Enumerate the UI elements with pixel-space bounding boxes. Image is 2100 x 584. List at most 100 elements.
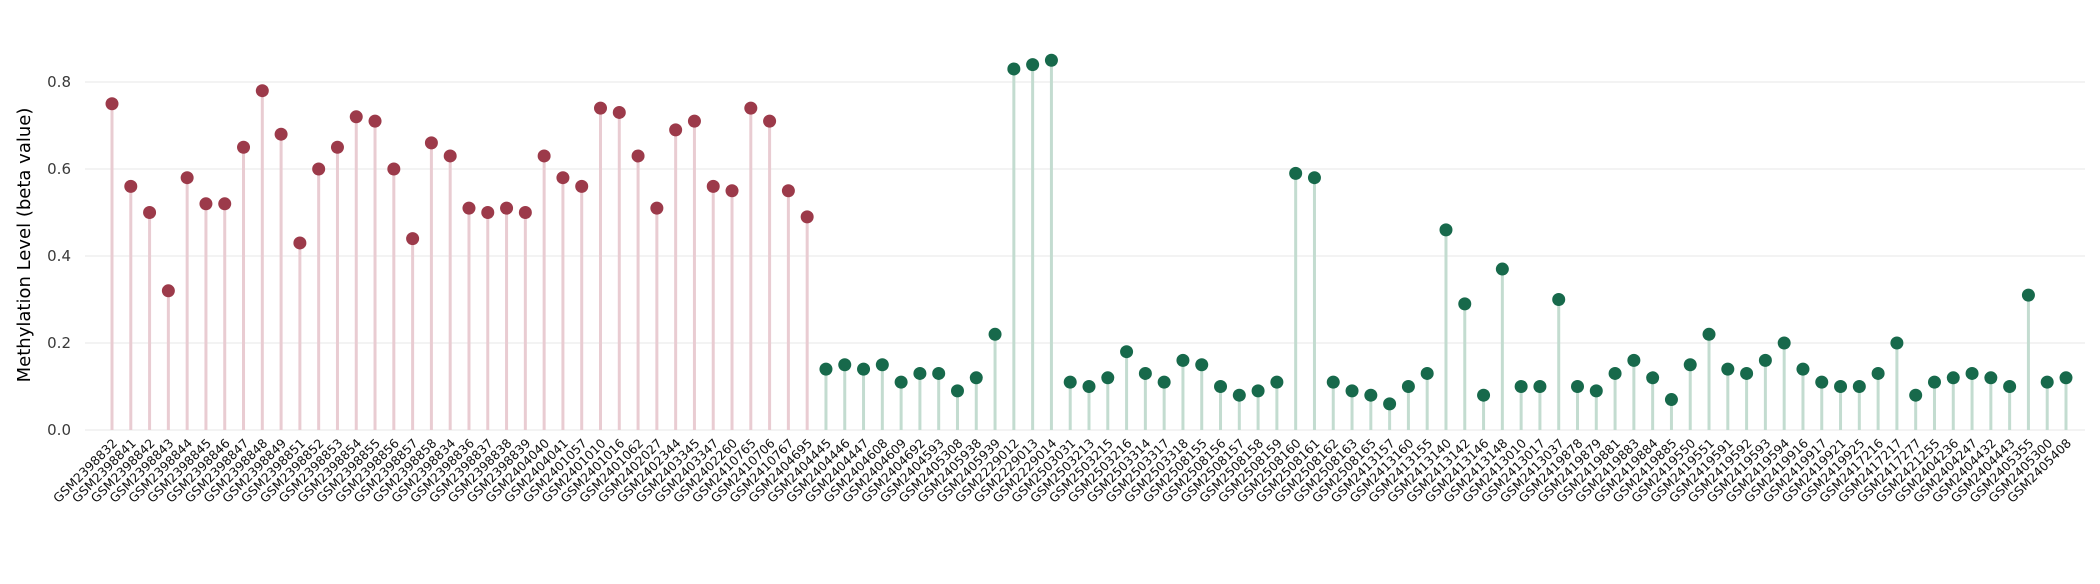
lollipop-dot	[1646, 371, 1660, 385]
lollipop-dot	[1138, 366, 1152, 380]
lollipop-dot	[1420, 366, 1434, 380]
lollipop-dot	[1195, 358, 1209, 372]
y-tick-label: 0.2	[47, 334, 71, 352]
lollipop-dot	[1307, 171, 1321, 185]
lollipop-dot	[1176, 353, 1190, 367]
lollipop-dot	[1063, 375, 1077, 389]
x-tick-label-layer: GSM2398832GSM2398841GSM2398842GSM2398843…	[50, 435, 2074, 505]
lollipop-dot	[1514, 380, 1528, 393]
lollipop-dot	[443, 149, 457, 163]
grid-layer: 0.0 0.2 0.4 0.6 0.8	[47, 73, 2085, 439]
lollipop-dot	[1458, 297, 1472, 311]
lollipop-dot	[1270, 375, 1284, 389]
lollipop-dot	[744, 101, 758, 115]
lollipop-dot	[969, 371, 983, 385]
lollipop-dot	[1871, 366, 1885, 380]
lollipop-dot	[725, 184, 739, 198]
lollipop-dot	[2003, 380, 2017, 393]
lollipop-dot	[1026, 58, 1040, 72]
lollipop-dot	[368, 114, 382, 128]
lollipop-dot	[1345, 384, 1359, 398]
y-tick-label: 0.4	[47, 247, 71, 265]
lollipop-dot	[1927, 375, 1941, 389]
lollipop-dot	[1495, 262, 1509, 276]
lollipop-dot	[1777, 336, 1791, 350]
lollipop-dot	[1909, 388, 1923, 402]
lollipop-dot	[1101, 371, 1115, 385]
lollipop-dot	[857, 362, 871, 376]
lollipop-dot	[1758, 353, 1772, 367]
lollipop-dot	[1608, 366, 1622, 380]
dot-layer	[105, 53, 2073, 411]
lollipop-dot	[1232, 388, 1246, 402]
lollipop-dot	[1214, 380, 1228, 393]
lollipop-dot	[875, 358, 889, 372]
stem-layer	[110, 60, 2068, 430]
lollipop-dot	[556, 171, 570, 185]
lollipop-dot	[424, 136, 438, 150]
lollipop-dot	[1834, 380, 1848, 393]
y-axis-title: Methylation Level (beta value)	[14, 108, 35, 383]
lollipop-dot	[2040, 375, 2054, 389]
lollipop-dot	[274, 127, 288, 141]
lollipop-dot	[594, 101, 607, 115]
lollipop-dot	[1627, 353, 1641, 367]
lollipop-dot	[819, 362, 833, 376]
lollipop-dot	[462, 201, 476, 215]
lollipop-dot	[105, 97, 119, 111]
lollipop-dot	[800, 210, 814, 224]
lollipop-dot	[1533, 380, 1547, 393]
lollipop-dot	[1289, 166, 1303, 180]
lollipop-dot	[650, 201, 664, 215]
lollipop-dot	[950, 384, 964, 398]
lollipop-dot	[1852, 380, 1866, 393]
lollipop-dot	[1702, 327, 1716, 341]
lollipop-dot	[1401, 380, 1415, 393]
y-tick-label: 0.6	[47, 160, 71, 178]
lollipop-dot	[1157, 375, 1171, 389]
lollipop-dot	[161, 284, 175, 298]
lollipop-dot	[1439, 223, 1453, 237]
lollipop-dot	[894, 375, 908, 389]
lollipop-dot	[537, 149, 551, 163]
lollipop-dot	[1251, 384, 1265, 398]
lollipop-dot	[124, 179, 138, 193]
lollipop-dot	[988, 327, 1002, 341]
lollipop-dot	[1552, 293, 1566, 306]
lollipop-dot	[406, 232, 420, 246]
lollipop-dot	[2059, 371, 2073, 385]
lollipop-dot	[781, 184, 795, 198]
lollipop-dot	[1383, 397, 1397, 411]
lollipop-dot	[1326, 375, 1340, 389]
lollipop-dot	[349, 110, 363, 124]
lollipop-dot	[199, 197, 213, 211]
lollipop-dot	[518, 206, 532, 219]
lollipop-dot	[330, 140, 344, 154]
lollipop-dot	[180, 171, 194, 185]
lollipop-dot	[481, 206, 495, 219]
lollipop-dot	[763, 114, 777, 128]
lollipop-dot	[687, 114, 701, 128]
y-tick-label: 0.0	[47, 421, 71, 439]
lollipop-dot	[838, 358, 852, 372]
lollipop-dot	[1965, 366, 1979, 380]
lollipop-dot	[1082, 380, 1096, 393]
lollipop-dot	[913, 366, 927, 380]
lollipop-dot	[2021, 288, 2035, 302]
lollipop-dot	[1740, 366, 1754, 380]
lollipop-dot	[575, 179, 589, 193]
lollipop-dot	[612, 105, 626, 119]
lollipop-dot	[1044, 53, 1058, 67]
lollipop-dot	[1984, 371, 1998, 385]
lollipop-dot	[669, 123, 683, 137]
lollipop-dot	[218, 197, 232, 211]
lollipop-dot	[1890, 336, 1904, 350]
lollipop-dot	[1815, 375, 1829, 389]
lollipop-dot	[500, 201, 514, 215]
lollipop-dot	[706, 179, 720, 193]
lollipop-dot	[387, 162, 401, 176]
lollipop-dot	[1571, 380, 1584, 393]
lollipop-dot	[255, 84, 269, 98]
